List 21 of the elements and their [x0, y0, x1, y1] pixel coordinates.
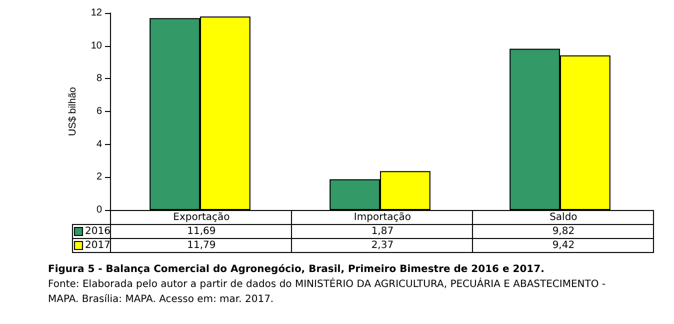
data-label: 2,37: [292, 238, 473, 252]
y-axis-title: US$ bilhão: [68, 86, 78, 136]
y-tick-label: 6: [96, 106, 102, 117]
text: Figura 5 - Balança Comercial do Agronegócio, Brasil, Primeiro Bimestre de 2016 e 2017.: [48, 263, 546, 277]
x-tick-label: Importação: [292, 210, 473, 224]
data-label: 11,79: [110, 238, 292, 252]
legend-label: 2017: [72, 238, 111, 252]
source-note: Fonte: Elaborada pelo autor a partir de dados do MINISTÉRIO DA AGRICULTURA, PECUÁRIA E ABASTECIMENTO - MAPA. Brasília: MAPA. Acesso em: mar. 2017.: [48, 277, 607, 307]
data-label: 1,87: [292, 224, 473, 238]
y-tick-label: 0: [96, 204, 102, 216]
data-label: 9,82: [472, 224, 654, 238]
y-tick-label: 10: [90, 40, 102, 52]
y-tick-label: 2: [96, 172, 102, 183]
data-label: 11,69: [110, 224, 292, 238]
x-tick-label: Exportação: [110, 210, 292, 224]
x-tick-label: Saldo: [472, 210, 654, 224]
y-tick-label: 8: [96, 73, 102, 84]
legend-label: 2016: [72, 224, 111, 238]
y-tick-label: 4: [96, 138, 102, 150]
data-label: 9,42: [472, 238, 654, 252]
y-tick-label: 12: [90, 8, 102, 18]
